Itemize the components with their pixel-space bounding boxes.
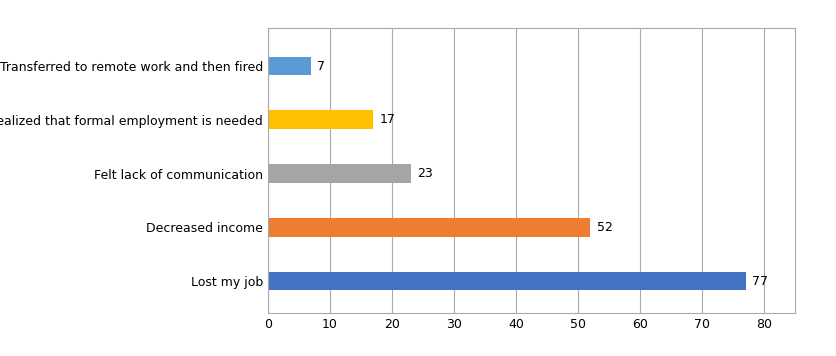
Text: 7: 7 xyxy=(317,59,325,73)
Text: 52: 52 xyxy=(596,221,612,234)
Bar xyxy=(268,272,745,290)
Bar xyxy=(268,110,373,129)
Text: 77: 77 xyxy=(751,274,767,288)
Text: 17: 17 xyxy=(379,113,395,126)
Bar xyxy=(268,218,589,237)
Bar xyxy=(268,164,410,183)
Text: 23: 23 xyxy=(416,167,432,180)
Bar xyxy=(268,57,311,75)
